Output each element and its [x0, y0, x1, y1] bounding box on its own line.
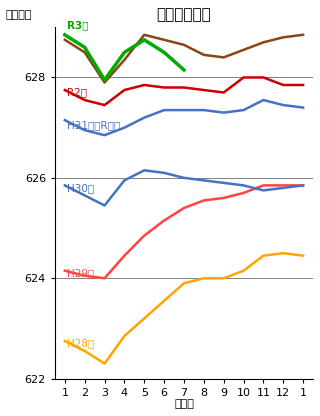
- Y-axis label: （万人）: （万人）: [5, 10, 32, 20]
- Text: H28年: H28年: [67, 339, 94, 349]
- Text: R3年: R3年: [67, 20, 88, 30]
- X-axis label: （月）: （月）: [174, 399, 194, 409]
- Title: 月別人口推移: 月別人口推移: [156, 7, 211, 22]
- Text: H29年: H29年: [67, 268, 94, 278]
- Text: R2年: R2年: [67, 87, 87, 97]
- Text: H30年: H30年: [67, 183, 94, 193]
- Text: H31年・R元年: H31年・R元年: [67, 120, 120, 130]
